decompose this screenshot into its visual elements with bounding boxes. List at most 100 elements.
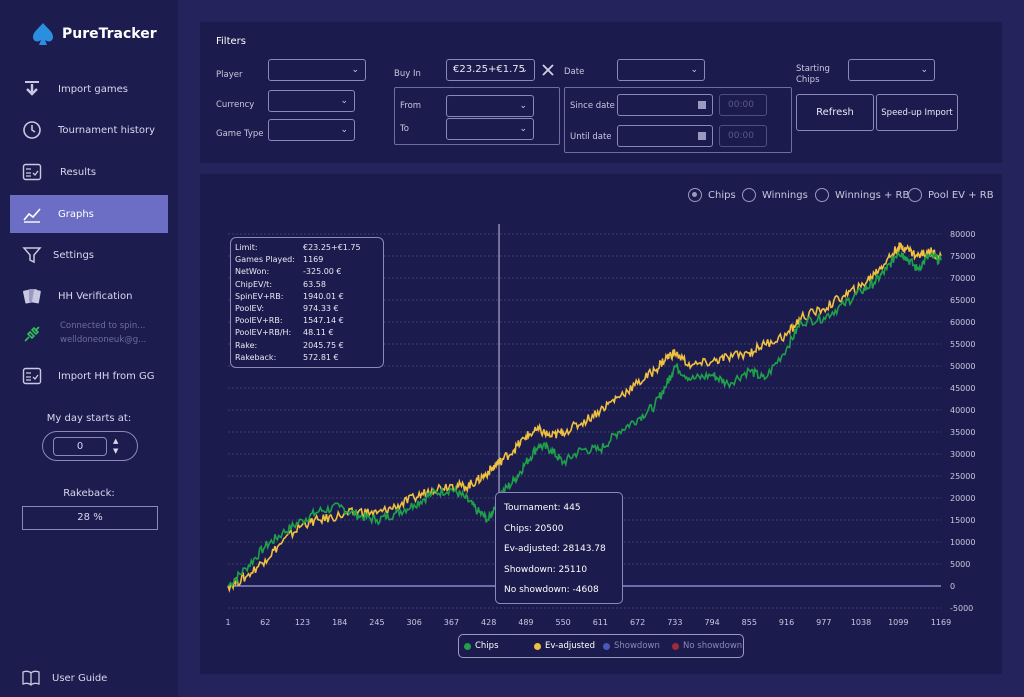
date-select[interactable]: ⌄ [617,59,705,81]
sidebar-item-connection[interactable]: Connected to spin... welldoneoneuk@g... [10,318,168,352]
filters-title: Filters [216,36,246,47]
radio-winnings[interactable]: Winnings [742,188,808,202]
y-tick-label: 10000 [950,538,975,547]
chart-legend: Chips Ev-adjusted Showdown No showdown [458,634,744,658]
tooltip-tournament: Tournament: 445 [504,503,581,513]
radio-chips[interactable]: Chips [688,188,736,202]
day-start-input[interactable]: 0 [53,437,107,456]
speed-up-import-button[interactable]: Speed-up Import [876,94,958,131]
chevron-down-icon: ⌄ [519,101,527,111]
x-tick-label: 184 [332,618,347,627]
radio-pool-ev-rb[interactable]: Pool EV + RB [908,188,994,202]
sidebar-item-import-games[interactable]: Import games [10,70,168,108]
sidebar-item-graphs[interactable]: Graphs [10,195,168,233]
y-tick-label: 45000 [950,384,975,393]
series-line-chips [227,250,942,588]
sidebar-item-label: HH Verification [58,290,133,302]
stats-value: 63.58 [303,279,326,289]
until-time-input[interactable]: 00:00 [719,125,767,147]
y-tick-label: 30000 [950,450,975,459]
history-icon [23,121,41,139]
legend-swatch [672,642,679,650]
stats-key: SpinEV+RB: [235,291,284,301]
buy-in-label: Buy In [394,69,421,79]
user-guide-link[interactable]: User Guide [22,670,107,686]
rakeback-label: Rakeback: [63,488,115,499]
sidebar-item-results[interactable]: Results [10,153,168,191]
stats-key: PoolEV+RB/H: [235,328,292,338]
sidebar-item-settings[interactable]: Settings [10,236,168,274]
legend-showdown[interactable]: Showdown [603,641,660,651]
x-tick-label: 489 [518,618,533,627]
y-tick-label: 65000 [950,296,975,305]
since-time-input[interactable]: 00:00 [719,94,767,116]
buy-in-range-box: From ⌄ To ⌄ [394,87,560,145]
chevron-down-icon: ⌄ [351,65,359,75]
cards-icon [23,289,41,304]
sidebar-item-hh-verification[interactable]: HH Verification [10,277,168,315]
x-tick-label: 611 [593,618,608,627]
stats-value: €23.25+€1.75 [303,243,361,252]
player-select[interactable]: ⌄ [268,59,366,81]
stats-key: PoolEV+RB: [235,316,283,326]
from-select[interactable]: ⌄ [446,95,534,117]
currency-select[interactable]: ⌄ [268,90,355,112]
chevron-down-icon: ⌄ [340,125,348,135]
legend-label: Ev-adjusted [545,641,595,651]
x-tick-label: 306 [407,618,422,627]
stats-key: NetWon: [235,267,270,277]
radio-winnings-rb[interactable]: Winnings + RB [815,188,909,202]
legend-no-showdown[interactable]: No showdown [672,641,742,651]
legend-chips[interactable]: Chips [464,641,499,651]
until-date-input[interactable] [617,125,713,147]
buy-in-select[interactable]: €23.25+€1.75 ⌄ [446,59,535,81]
to-select[interactable]: ⌄ [446,118,534,140]
game-type-select[interactable]: ⌄ [268,119,355,141]
stats-value: 1169 [303,255,324,265]
calendar-icon[interactable] [698,101,706,109]
stats-key: Rake: [235,340,258,350]
legend-label: No showdown [683,641,743,651]
radio-label: Pool EV + RB [928,189,994,201]
radio-circle [815,188,829,202]
x-tick-label: 1 [225,618,230,627]
x-tick-label: 245 [369,618,384,627]
starting-chips-select[interactable]: ⌄ [848,59,935,81]
date-range-box: Since date 00:00 Until date 00:00 [564,87,792,153]
increment-arrow-icon[interactable]: ▲ [113,437,119,445]
sidebar-item-tournament-history[interactable]: Tournament history [10,111,168,149]
y-tick-label: 25000 [950,472,975,481]
calendar-icon[interactable] [698,132,706,140]
stats-value: 1547.14 € [303,316,344,326]
day-start-label: My day starts at: [46,413,132,424]
stats-key: ChipEV/t: [235,279,273,289]
book-icon [22,670,40,686]
sidebar-item-label: Results [60,166,97,178]
legend-swatch [464,642,471,650]
x-tick-label: 1038 [851,618,871,627]
sidebar-item-label: Import games [58,83,128,95]
decrement-arrow-icon[interactable]: ▼ [113,447,119,455]
radio-circle [688,188,702,202]
x-tick-label: 672 [630,618,645,627]
y-tick-label: 5000 [950,560,970,569]
day-start-stepper[interactable]: 0 ▲ ▼ [42,431,138,461]
brand: PureTracker [32,22,157,46]
chevron-down-icon: ⌄ [340,96,348,106]
y-tick-label: 80000 [950,230,975,239]
sidebar: PureTracker Import games Tournament hist… [0,0,178,697]
legend-ev-adjusted[interactable]: Ev-adjusted [534,641,595,651]
x-tick-label: 794 [704,618,719,627]
clear-buy-in-icon[interactable] [541,63,555,77]
refresh-button[interactable]: Refresh [796,94,874,131]
x-tick-label: 550 [555,618,570,627]
since-date-input[interactable] [617,94,713,116]
sidebar-item-import-hh-gg[interactable]: Import HH from GG [10,357,168,395]
y-tick-label: 55000 [950,340,975,349]
rakeback-input[interactable]: 28 % [22,506,158,530]
brand-name: PureTracker [62,26,157,42]
chevron-down-icon: ⌄ [920,65,928,75]
filters-panel: Filters Player ⌄ Currency ⌄ Game Type ⌄ … [200,22,1002,163]
y-tick-label: 60000 [950,318,975,327]
stats-box: Limit: €23.25+€1.75 Games Played: 1169 NetWo… [230,237,384,368]
